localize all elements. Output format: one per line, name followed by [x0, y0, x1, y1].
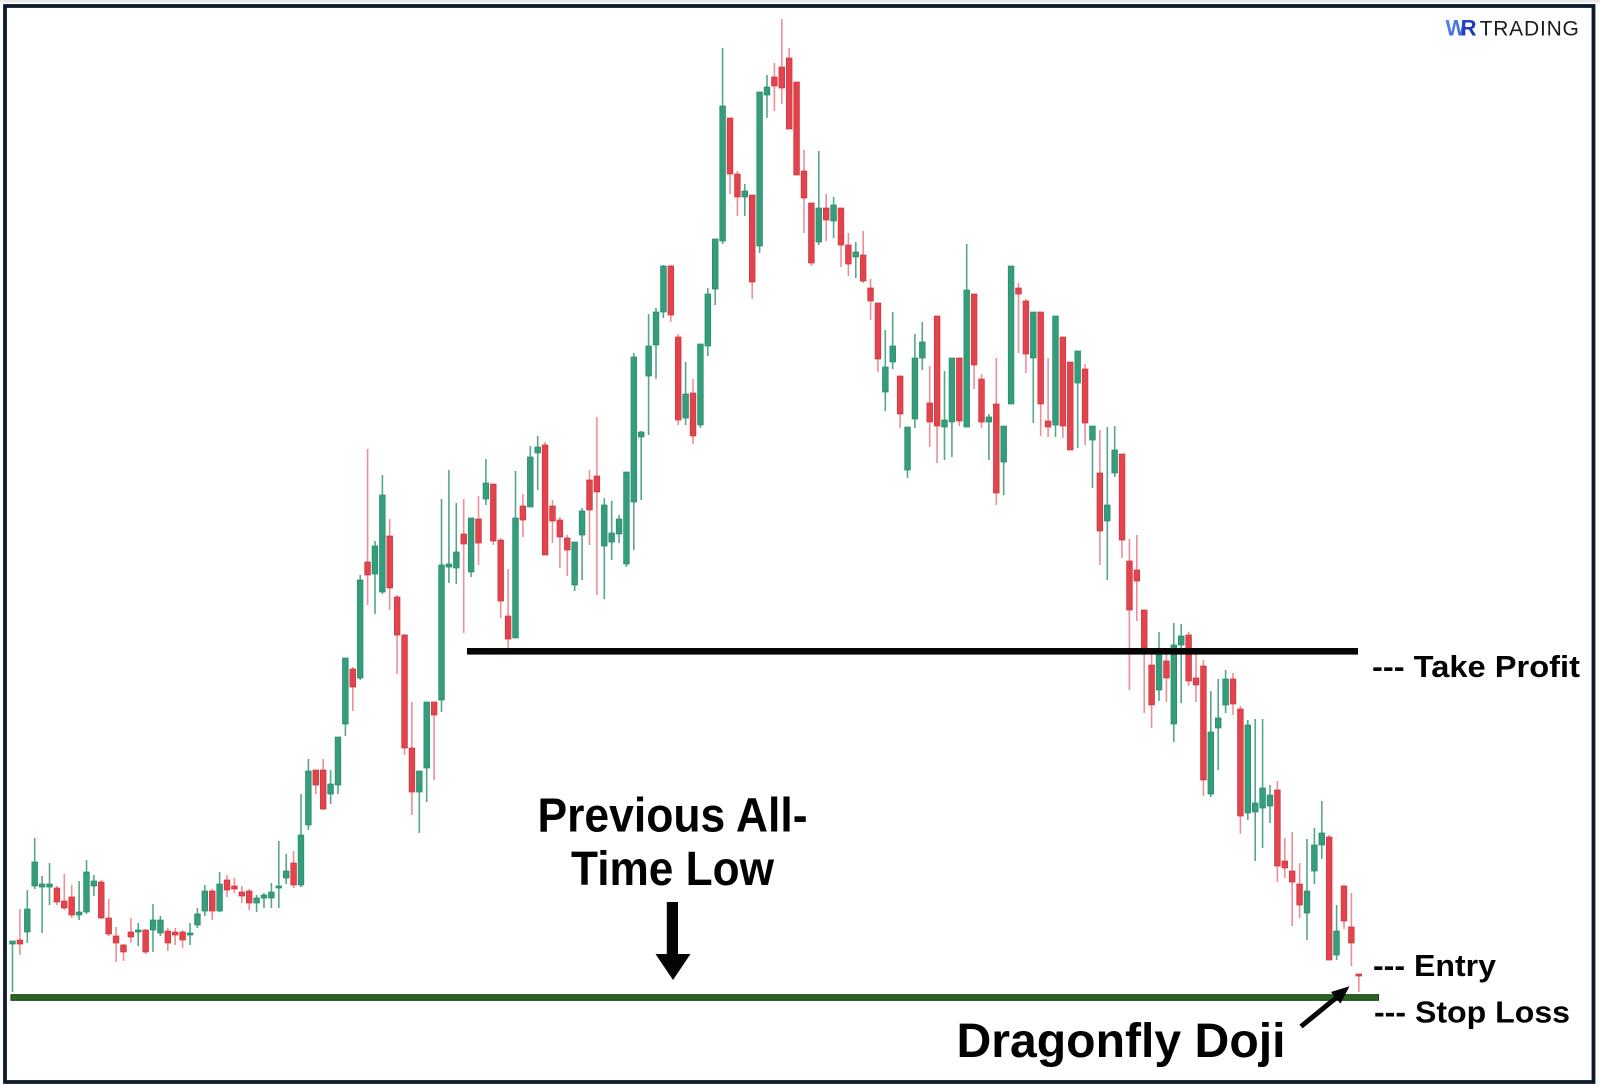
svg-text:--- Take Profit: --- Take Profit: [1372, 649, 1580, 684]
svg-text:R: R: [1461, 16, 1477, 41]
svg-text:Dragonfly Doji: Dragonfly Doji: [957, 1014, 1286, 1068]
svg-text:W: W: [1446, 16, 1467, 41]
svg-text:--- Stop Loss: --- Stop Loss: [1374, 995, 1570, 1030]
svg-text:--- Entry: --- Entry: [1373, 948, 1497, 983]
svg-text:TRADING: TRADING: [1480, 18, 1580, 41]
svg-text:Previous All-: Previous All-: [538, 788, 808, 842]
svg-text:Time Low: Time Low: [571, 842, 774, 896]
